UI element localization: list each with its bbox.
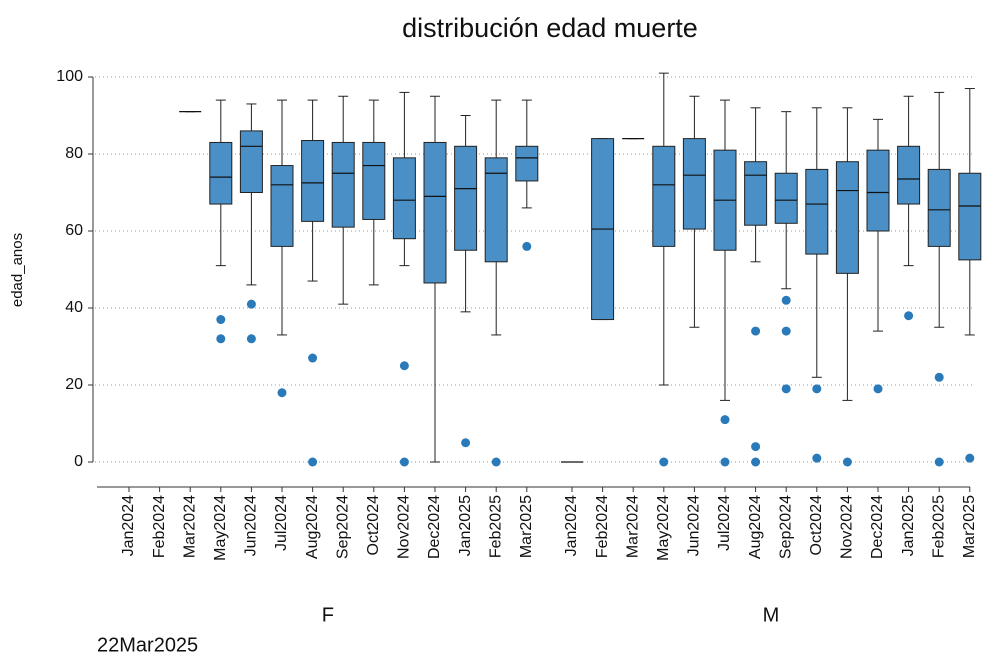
outlier bbox=[216, 334, 226, 344]
x-tick-label: Dec2024 bbox=[869, 495, 886, 559]
box bbox=[835, 161, 859, 274]
group-label: M bbox=[763, 604, 780, 626]
outlier bbox=[720, 457, 730, 467]
outlier bbox=[720, 415, 730, 425]
x-tick-label: Feb2025 bbox=[487, 495, 504, 558]
x-tick-label: Sep2024 bbox=[777, 495, 794, 559]
y-tick-label: 80 bbox=[65, 145, 83, 162]
outlier bbox=[781, 295, 791, 305]
x-tick-label: Feb2025 bbox=[930, 495, 947, 558]
x-tick-label: Jan2025 bbox=[457, 495, 474, 556]
box bbox=[805, 168, 829, 255]
y-axis-label: edad_anos bbox=[9, 233, 26, 307]
box bbox=[927, 168, 951, 247]
outlier bbox=[965, 453, 975, 463]
outlier bbox=[246, 334, 256, 344]
outlier bbox=[781, 384, 791, 394]
outlier bbox=[246, 299, 256, 309]
box bbox=[484, 157, 508, 263]
box bbox=[744, 161, 768, 226]
x-tick-label: Jan2024 bbox=[563, 495, 580, 556]
box bbox=[652, 145, 676, 247]
box bbox=[362, 141, 386, 220]
outlier bbox=[277, 388, 287, 398]
chart-title: distribución edad muerte bbox=[402, 13, 698, 43]
box bbox=[423, 141, 447, 284]
box bbox=[897, 145, 921, 205]
x-tick-label: May2024 bbox=[655, 495, 672, 561]
x-tick-label: Jul2024 bbox=[716, 495, 733, 551]
outlier bbox=[491, 457, 501, 467]
box bbox=[454, 145, 478, 251]
outlier bbox=[842, 457, 852, 467]
box bbox=[239, 130, 263, 193]
x-tick-label: May2024 bbox=[212, 495, 229, 561]
x-tick-label: Dec2024 bbox=[426, 495, 443, 559]
outlier bbox=[308, 353, 318, 363]
box bbox=[209, 141, 233, 205]
y-tick-label: 40 bbox=[65, 299, 83, 316]
x-tick-label: Jun2024 bbox=[243, 495, 260, 556]
outlier bbox=[751, 442, 761, 452]
x-tick-label: Sep2024 bbox=[334, 495, 351, 559]
y-tick-label: 0 bbox=[74, 453, 83, 470]
outlier bbox=[934, 372, 944, 382]
x-tick-label: Oct2024 bbox=[365, 495, 382, 556]
x-tick-label: Jul2024 bbox=[273, 495, 290, 551]
outlier bbox=[399, 361, 409, 371]
outlier bbox=[216, 315, 226, 325]
box bbox=[774, 172, 798, 224]
box bbox=[301, 140, 325, 222]
outlier bbox=[873, 384, 883, 394]
box bbox=[270, 165, 294, 247]
outlier bbox=[934, 457, 944, 467]
outlier bbox=[812, 453, 822, 463]
box bbox=[682, 138, 706, 230]
y-tick-label: 20 bbox=[65, 376, 83, 393]
box bbox=[958, 172, 982, 261]
y-tick-label: 100 bbox=[56, 68, 83, 85]
x-tick-label: Mar2024 bbox=[181, 495, 198, 558]
outlier bbox=[751, 457, 761, 467]
box bbox=[515, 145, 539, 182]
outlier bbox=[751, 326, 761, 336]
x-tick-label: Nov2024 bbox=[396, 495, 413, 559]
x-tick-label: Mar2025 bbox=[961, 495, 978, 558]
outlier bbox=[308, 457, 318, 467]
x-tick-label: Jan2024 bbox=[120, 495, 137, 556]
box bbox=[866, 149, 890, 232]
x-tick-label: Jan2025 bbox=[900, 495, 917, 556]
x-tick-label: Mar2024 bbox=[624, 495, 641, 558]
outlier bbox=[812, 384, 822, 394]
y-tick-label: 60 bbox=[65, 222, 83, 239]
outlier bbox=[659, 457, 669, 467]
group-label: F bbox=[322, 604, 334, 626]
note: 22Mar2025 bbox=[97, 634, 198, 656]
box bbox=[331, 141, 355, 228]
outlier bbox=[904, 311, 914, 321]
x-tick-label: Feb2024 bbox=[151, 495, 168, 558]
outlier bbox=[461, 438, 471, 448]
outlier bbox=[781, 326, 791, 336]
x-tick-label: Aug2024 bbox=[747, 495, 764, 559]
x-tick-label: Aug2024 bbox=[304, 495, 321, 559]
x-tick-label: Mar2025 bbox=[518, 495, 535, 558]
x-tick-label: Feb2024 bbox=[594, 495, 611, 558]
x-tick-label: Jun2024 bbox=[686, 495, 703, 556]
outlier bbox=[522, 241, 532, 251]
x-tick-label: Oct2024 bbox=[808, 495, 825, 556]
outlier bbox=[399, 457, 409, 467]
box bbox=[392, 157, 416, 240]
x-tick-label: Nov2024 bbox=[839, 495, 856, 559]
